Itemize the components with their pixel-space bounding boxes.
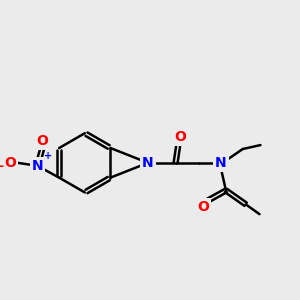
Text: N: N — [142, 156, 154, 170]
Text: -: - — [0, 160, 3, 173]
Text: N: N — [32, 159, 43, 173]
Text: N: N — [215, 156, 227, 170]
Text: +: + — [44, 151, 52, 161]
Text: O: O — [197, 200, 209, 214]
Text: O: O — [4, 156, 16, 170]
Text: O: O — [36, 134, 48, 148]
Text: O: O — [175, 130, 187, 144]
